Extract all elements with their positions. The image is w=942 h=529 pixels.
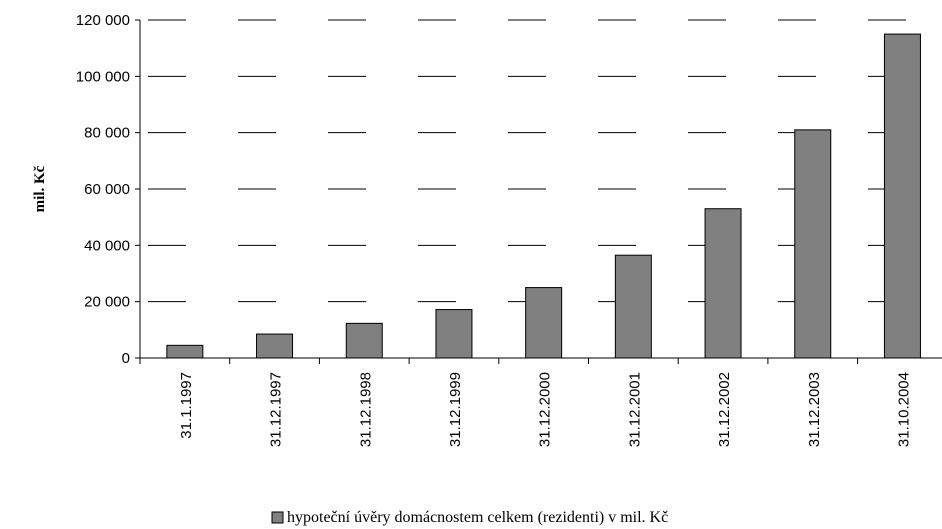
y-tick-label: 120 000: [76, 12, 130, 29]
bars: [166, 33, 921, 359]
y-axis-label: mil. Kč: [32, 165, 48, 212]
x-tick-label: 31.12.2000: [537, 372, 554, 447]
x-tick-label: 31.12.1998: [357, 372, 374, 447]
bar: [345, 322, 383, 359]
x-tick-label: 31.12.2003: [806, 372, 823, 447]
y-tick-label: 60 000: [84, 181, 130, 198]
x-tick-label: 31.12.2002: [716, 372, 733, 447]
bar: [614, 254, 652, 359]
bar: [166, 344, 204, 359]
bar: [794, 129, 832, 359]
y-tick-label: 80 000: [84, 125, 130, 142]
y-tick-label: 0: [122, 350, 130, 367]
legend-label: hypoteční úvěry domácnostem celkem (rezi…: [287, 509, 668, 526]
x-tick-label: 31.12.1997: [268, 372, 285, 447]
x-tick-label: 31.12.1999: [447, 372, 464, 447]
y-ticks: 0 20 000 40 000 60 000 80 000 100 000 120 000: [76, 12, 140, 367]
y-tick-label: 20 000: [84, 294, 130, 311]
x-tick-label: 31.1.1997: [178, 372, 195, 439]
bar: [256, 333, 294, 359]
bar: [883, 33, 921, 359]
bar: [435, 309, 473, 359]
y-tick-label: 40 000: [84, 237, 130, 254]
legend-swatch: [271, 511, 284, 524]
x-tick-label: 31.10.2004: [895, 372, 912, 447]
legend: hypoteční úvěry domácnostem celkem (rezi…: [271, 509, 668, 526]
x-tick-label: 31.12.2001: [626, 372, 643, 447]
y-tick-label: 100 000: [76, 68, 130, 85]
bar: [704, 208, 742, 359]
x-ticks: 31.1.1997 31.12.1997 31.12.1998 31.12.1999 3…: [139, 358, 912, 447]
bar: [525, 287, 563, 359]
